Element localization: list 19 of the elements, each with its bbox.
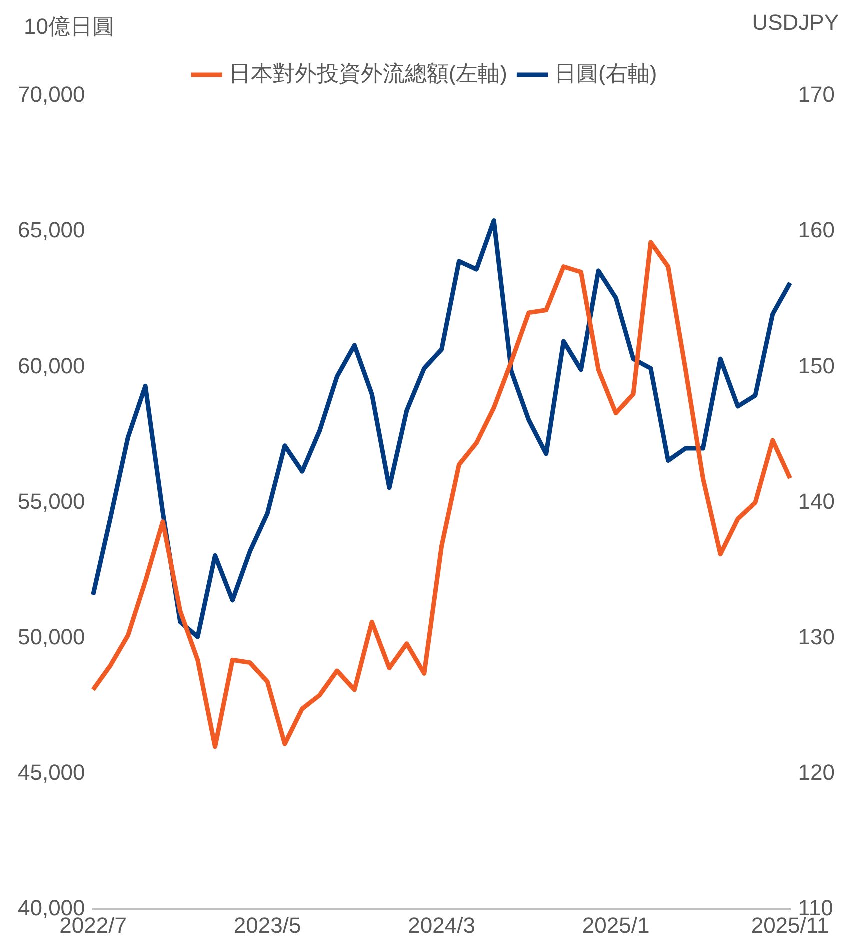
y-tick-label: 50,000: [18, 624, 86, 650]
legend-label: 日本對外投資外流總額(左軸): [228, 61, 508, 86]
y2-tick-label: 130: [798, 624, 836, 650]
y-tick-label: 45,000: [18, 760, 86, 786]
y2-tick-label: 140: [798, 488, 836, 514]
y-tick-label: 65,000: [18, 218, 86, 243]
y2-tick-label: 160: [798, 218, 836, 243]
y-tick-label: 55,000: [18, 488, 86, 514]
y-axis-title: 10億日圓: [24, 14, 114, 39]
y2-tick-label: 150: [798, 353, 836, 378]
y2-tick-label: 170: [798, 82, 836, 108]
legend-label: 日圓(右軸): [554, 61, 658, 86]
y-tick-label: 70,000: [18, 82, 86, 108]
x-tick-label: 2023/5: [234, 912, 302, 938]
y2-axis-title: USDJPY: [752, 10, 840, 35]
x-tick-label: 2024/3: [408, 912, 476, 938]
y-tick-label: 60,000: [18, 353, 86, 378]
x-tick-label: 2025/1: [582, 912, 650, 938]
y2-tick-label: 120: [798, 760, 836, 786]
